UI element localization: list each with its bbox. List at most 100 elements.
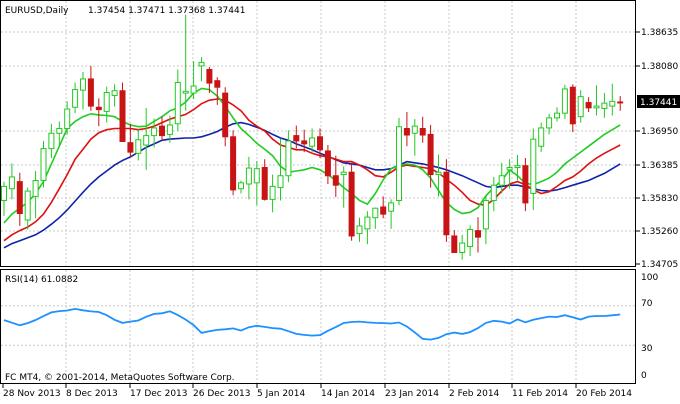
candle — [490, 176, 497, 212]
candle-body — [24, 190, 31, 221]
candle-body — [151, 127, 158, 137]
candle — [40, 140, 47, 188]
current-price-marker: 1.37441 — [637, 95, 680, 108]
rsi-level-label: 0 — [641, 371, 647, 381]
candle — [317, 128, 323, 159]
candle — [538, 122, 545, 153]
rsi-panel-frame — [0, 269, 636, 384]
candle-body — [174, 81, 181, 125]
ma-mid-line — [3, 98, 621, 242]
candle — [419, 116, 426, 143]
time-label: 26 Dec 2013 — [193, 389, 251, 399]
candle-body — [372, 207, 379, 219]
candle-body — [538, 127, 545, 147]
rsi-level-label: 100 — [641, 273, 658, 283]
candle — [269, 174, 276, 213]
candle-body — [451, 235, 458, 253]
candle — [530, 128, 537, 210]
candle-body — [388, 202, 395, 212]
candle — [506, 159, 513, 189]
candle-body — [238, 182, 244, 190]
candle-body — [56, 128, 63, 134]
candles — [1, 14, 624, 260]
candle — [32, 171, 39, 219]
candle-body — [332, 175, 339, 186]
candle-body — [317, 136, 323, 151]
candle-body — [143, 135, 150, 146]
price-panel-frame — [0, 0, 636, 267]
copyright-text: FC MT4, © 2001-2014, MetaQuotes Software… — [5, 373, 235, 383]
candle — [182, 14, 189, 111]
candle — [277, 138, 284, 201]
candle-body — [411, 125, 418, 134]
candle — [467, 225, 474, 257]
candle — [174, 69, 181, 131]
candle — [103, 86, 110, 123]
candle-body — [245, 167, 252, 185]
candle — [577, 90, 584, 123]
candle-body — [285, 140, 292, 177]
candle — [380, 196, 387, 219]
candle — [309, 128, 316, 153]
candle — [482, 195, 489, 245]
candle-body — [380, 206, 387, 215]
time-label: 5 Jan 2014 — [257, 389, 305, 399]
candle — [222, 87, 229, 147]
candle-body — [585, 102, 592, 109]
candle — [285, 130, 292, 183]
candle-body — [111, 90, 118, 96]
candle — [261, 159, 268, 201]
candle-body — [340, 171, 347, 176]
candle-body — [475, 230, 481, 238]
candle — [64, 101, 71, 135]
candle — [435, 154, 442, 197]
candle-body — [459, 242, 466, 253]
candle-body — [253, 168, 260, 184]
candle — [593, 85, 600, 116]
candle — [340, 166, 347, 208]
candle — [127, 123, 134, 157]
candle — [87, 65, 94, 111]
candle — [80, 71, 86, 110]
candle — [364, 211, 371, 245]
candle-body — [64, 108, 71, 130]
candle-body — [324, 150, 331, 177]
candle — [348, 162, 355, 241]
candle — [388, 199, 395, 229]
candle-body — [32, 179, 39, 197]
candle — [459, 234, 466, 260]
candle-body — [80, 78, 86, 91]
candle — [111, 84, 118, 107]
candle — [230, 130, 237, 196]
candle — [1, 181, 7, 216]
candle-body — [166, 124, 173, 135]
candle-body — [490, 184, 497, 202]
candle-body — [396, 126, 402, 202]
candle — [166, 115, 173, 143]
candle — [159, 116, 165, 141]
rsi-label: RSI(14) 61.0882 — [5, 275, 78, 285]
candle-body — [261, 166, 268, 200]
candle — [198, 57, 205, 82]
candle-body — [522, 165, 529, 204]
candle — [135, 129, 142, 161]
candle — [332, 155, 339, 197]
candle — [48, 123, 55, 159]
price-grid — [1, 1, 635, 383]
candle — [514, 155, 521, 181]
candle-body — [127, 142, 134, 153]
candle-body — [8, 176, 15, 190]
rsi-level-label: 30 — [641, 344, 653, 354]
candle — [585, 97, 592, 112]
candle-body — [40, 148, 47, 181]
candle — [427, 124, 434, 188]
candle-body — [530, 138, 537, 194]
candle — [206, 67, 213, 94]
price-label: 1.36950 — [641, 127, 678, 137]
candle — [214, 77, 221, 105]
candle-body — [269, 185, 276, 200]
candle — [72, 82, 79, 114]
candle — [190, 61, 197, 100]
